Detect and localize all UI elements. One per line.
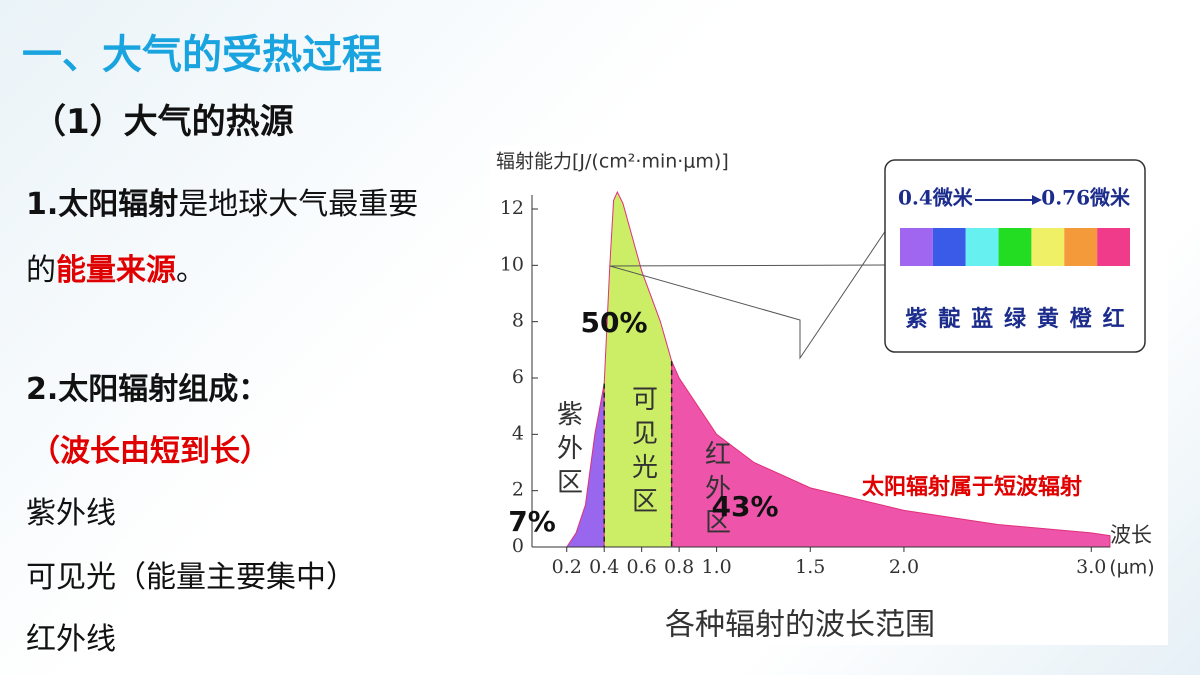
spectrum-swatch [1031,228,1065,266]
x-tick-label: 0.4 [589,556,619,578]
spectrum-name: 橙 [1070,306,1093,332]
spectrum-swatch [932,228,966,266]
y-tick-label: 2 [512,479,524,501]
para: 2.太阳辐射组成： [26,372,269,407]
spectrum-swatch [998,228,1032,266]
callout [609,229,887,360]
region-label: 紫外区 [557,400,583,498]
spectrum-name: 紫 [905,306,927,332]
spectrum-name: 蓝 [971,306,993,332]
x-tick-label: 3.0 [1076,556,1106,578]
region-label: 红外区 [705,440,731,538]
y-label: 辐射能力[J/(cm²·min·μm)] [496,151,729,173]
item: 红外线 [26,622,116,657]
x-unit: (μm) [1109,557,1154,579]
y-tick-label: 12 [500,197,524,219]
region-percent: 43% [711,490,778,523]
text: 。 [176,253,206,288]
spectrum-name: 黄 [1037,306,1059,332]
y-tick-label: 8 [512,310,524,332]
text: （波长由短到长） [30,434,270,469]
subtitle: （1）大气的热源 [32,102,294,142]
spectrum-start: 0.4微米 [898,186,974,210]
x-tick-label: 2.0 [889,556,919,578]
item: 紫外线 [26,496,116,531]
y-tick-label: 4 [512,422,524,444]
x-tick-label: 0.8 [664,556,694,578]
para: 1.太阳辐射是地球大气最重要的能量来源。 [26,172,446,304]
region-percent: 50% [580,306,647,339]
region-percent: 7% [508,505,556,538]
annotation: 太阳辐射属于短波辐射 [862,474,1082,500]
item: 可见光（能量主要集中） [26,560,356,595]
spectrum-name: 红 [1103,306,1125,332]
spectrum-swatch [1097,228,1130,266]
spectrum-swatch [900,228,933,266]
x-tick-label: 1.0 [701,556,731,578]
y-tick-label: 0 [512,535,524,557]
x-tick-label: 0.2 [552,556,582,578]
text: 1.太阳辐射 [26,187,179,222]
caption: 各种辐射的波长范围 [665,608,935,643]
y-tick-label: 10 [500,253,524,275]
title: 一、大气的受热过程 [22,32,382,78]
y-tick-label: 6 [512,366,524,388]
text: 是地球大气最重要的 [26,187,419,288]
spectrum-name: 靛 [938,306,961,332]
arrow-head [1032,195,1042,205]
area-region [671,360,1111,548]
region-label: 可见光区 [632,385,658,517]
x-tick-label: 0.6 [627,556,657,578]
spectrum-end: 0.76微米 [1041,186,1131,210]
spectrum-swatch [1064,228,1098,266]
x-tick-label: 1.5 [795,556,825,578]
text: 能量来源 [56,253,176,288]
x-label: 波长 [1110,523,1152,547]
spectrum-swatch [965,228,999,266]
spectrum-name: 绿 [1004,306,1027,332]
